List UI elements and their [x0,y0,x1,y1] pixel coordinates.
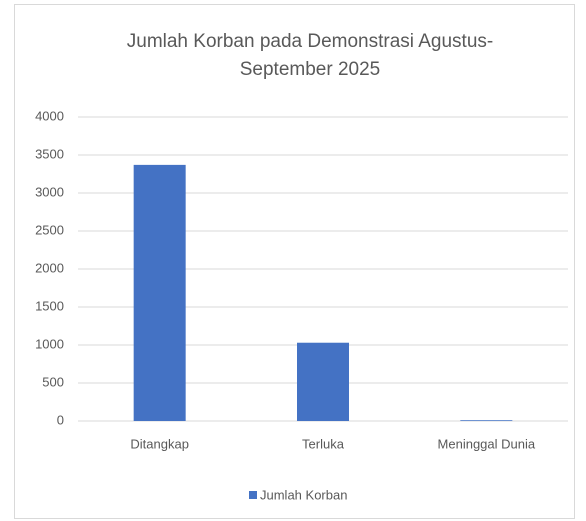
chart-title: Jumlah Korban pada Demonstrasi Agustus- S… [127,31,493,80]
legend-swatch [249,491,257,499]
y-tick-label: 1000 [35,336,64,351]
y-tick-label: 2000 [35,260,64,275]
y-tick-label: 0 [57,412,64,427]
y-tick-label: 2500 [35,222,64,237]
bar [133,164,186,421]
x-tick-label: Meninggal Dunia [438,436,536,451]
x-tick-label: Ditangkap [130,436,189,451]
x-tick-label: Terluka [302,436,345,451]
chart-title-line: Jumlah Korban pada Demonstrasi Agustus- [127,31,493,52]
y-tick-label: 4000 [35,108,64,123]
y-tick-label: 1500 [35,298,64,313]
chart-title-line: September 2025 [240,59,381,80]
y-tick-label: 500 [42,374,64,389]
chart-frame [14,4,575,519]
bar [460,420,513,421]
legend-label: Jumlah Korban [260,487,347,502]
bar [297,342,349,421]
y-tick-label: 3000 [35,184,64,199]
y-tick-label: 3500 [35,146,64,161]
